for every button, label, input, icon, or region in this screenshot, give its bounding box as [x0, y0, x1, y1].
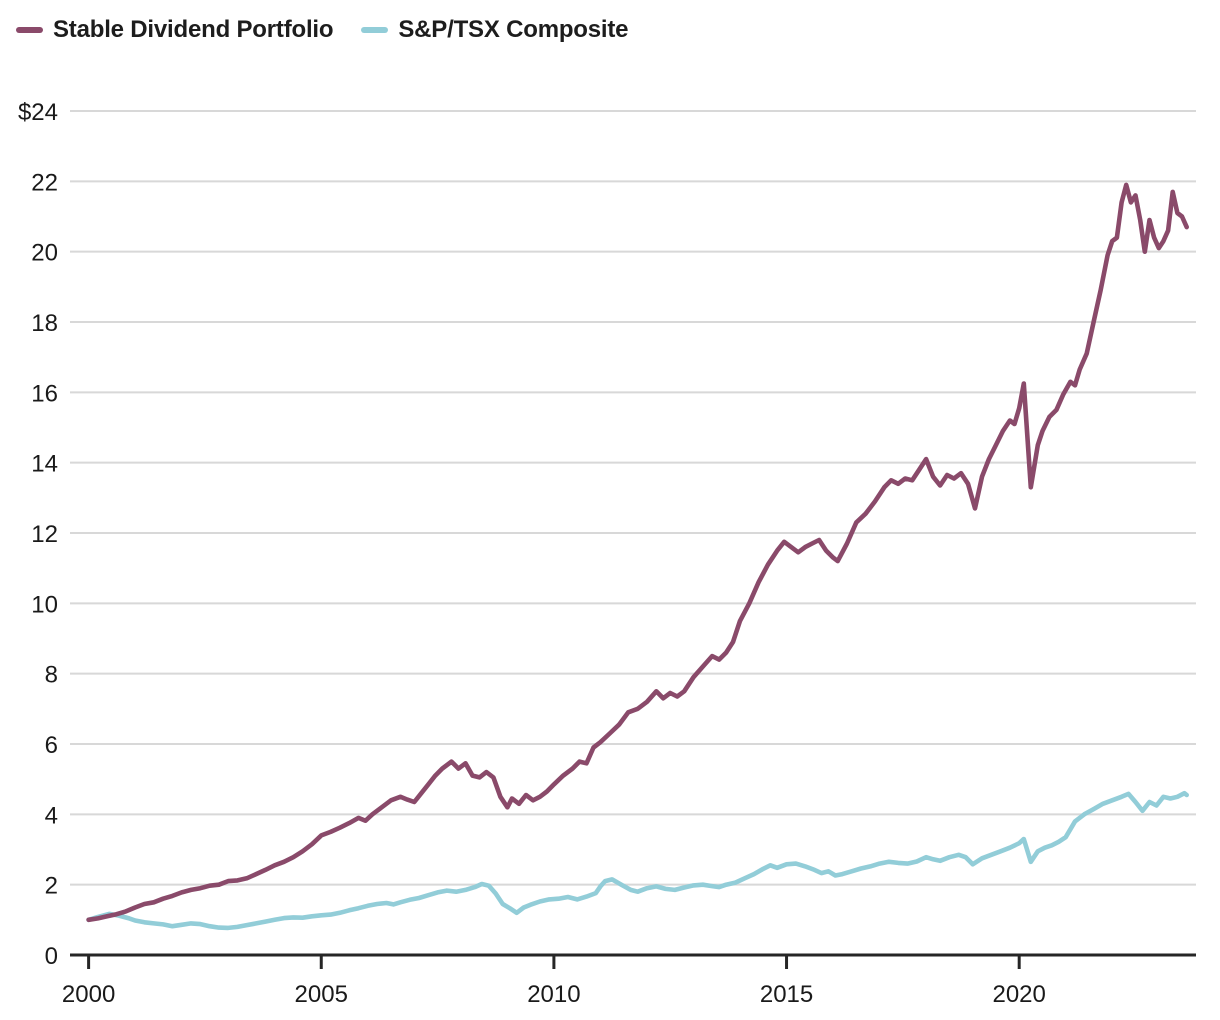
y-tick-label: 6 [45, 732, 58, 759]
y-tick-label: 22 [31, 169, 58, 196]
y-tick-label: 2 [45, 873, 58, 900]
legend-item-sp-tsx: S&P/TSX Composite [361, 16, 629, 44]
legend-item-stable-dividend: Stable Dividend Portfolio [16, 16, 334, 44]
x-tick-label: 2000 [62, 981, 115, 1008]
y-tick-label: 12 [31, 521, 58, 548]
chart-legend: Stable Dividend Portfolio S&P/TSX Compos… [16, 16, 629, 44]
x-tick-label: 2015 [760, 981, 813, 1008]
legend-label-stable-dividend: Stable Dividend Portfolio [53, 16, 334, 43]
series-line-s-p-tsx-composite [86, 790, 1189, 931]
y-tick-label: 16 [31, 380, 58, 407]
x-axis-ticks: 2000 2005 2010 2015 2020 [62, 956, 1046, 1008]
legend-label-sp-tsx: S&P/TSX Composite [398, 16, 629, 43]
y-tick-label: 0 [45, 943, 58, 970]
series-line-stable-dividend-portfolio [86, 182, 1189, 923]
y-tick-label: 14 [31, 451, 58, 478]
y-tick-label: $24 [18, 99, 58, 126]
y-tick-label: 20 [31, 240, 58, 267]
y-tick-label: 18 [31, 310, 58, 337]
x-tick-label: 2005 [295, 981, 348, 1008]
stable-dividend-line-swatch-icon [16, 27, 43, 33]
y-axis-labels: 0 2 4 6 8 10 12 14 16 18 20 22 $24 [18, 99, 58, 970]
y-tick-label: 10 [31, 591, 58, 618]
x-tick-label: 2010 [527, 981, 580, 1008]
sp-tsx-line-swatch-icon [361, 27, 389, 33]
y-tick-label: 4 [45, 802, 58, 829]
x-tick-label: 2020 [992, 981, 1045, 1008]
y-tick-label: 8 [45, 662, 58, 689]
gridlines [70, 110, 1196, 886]
